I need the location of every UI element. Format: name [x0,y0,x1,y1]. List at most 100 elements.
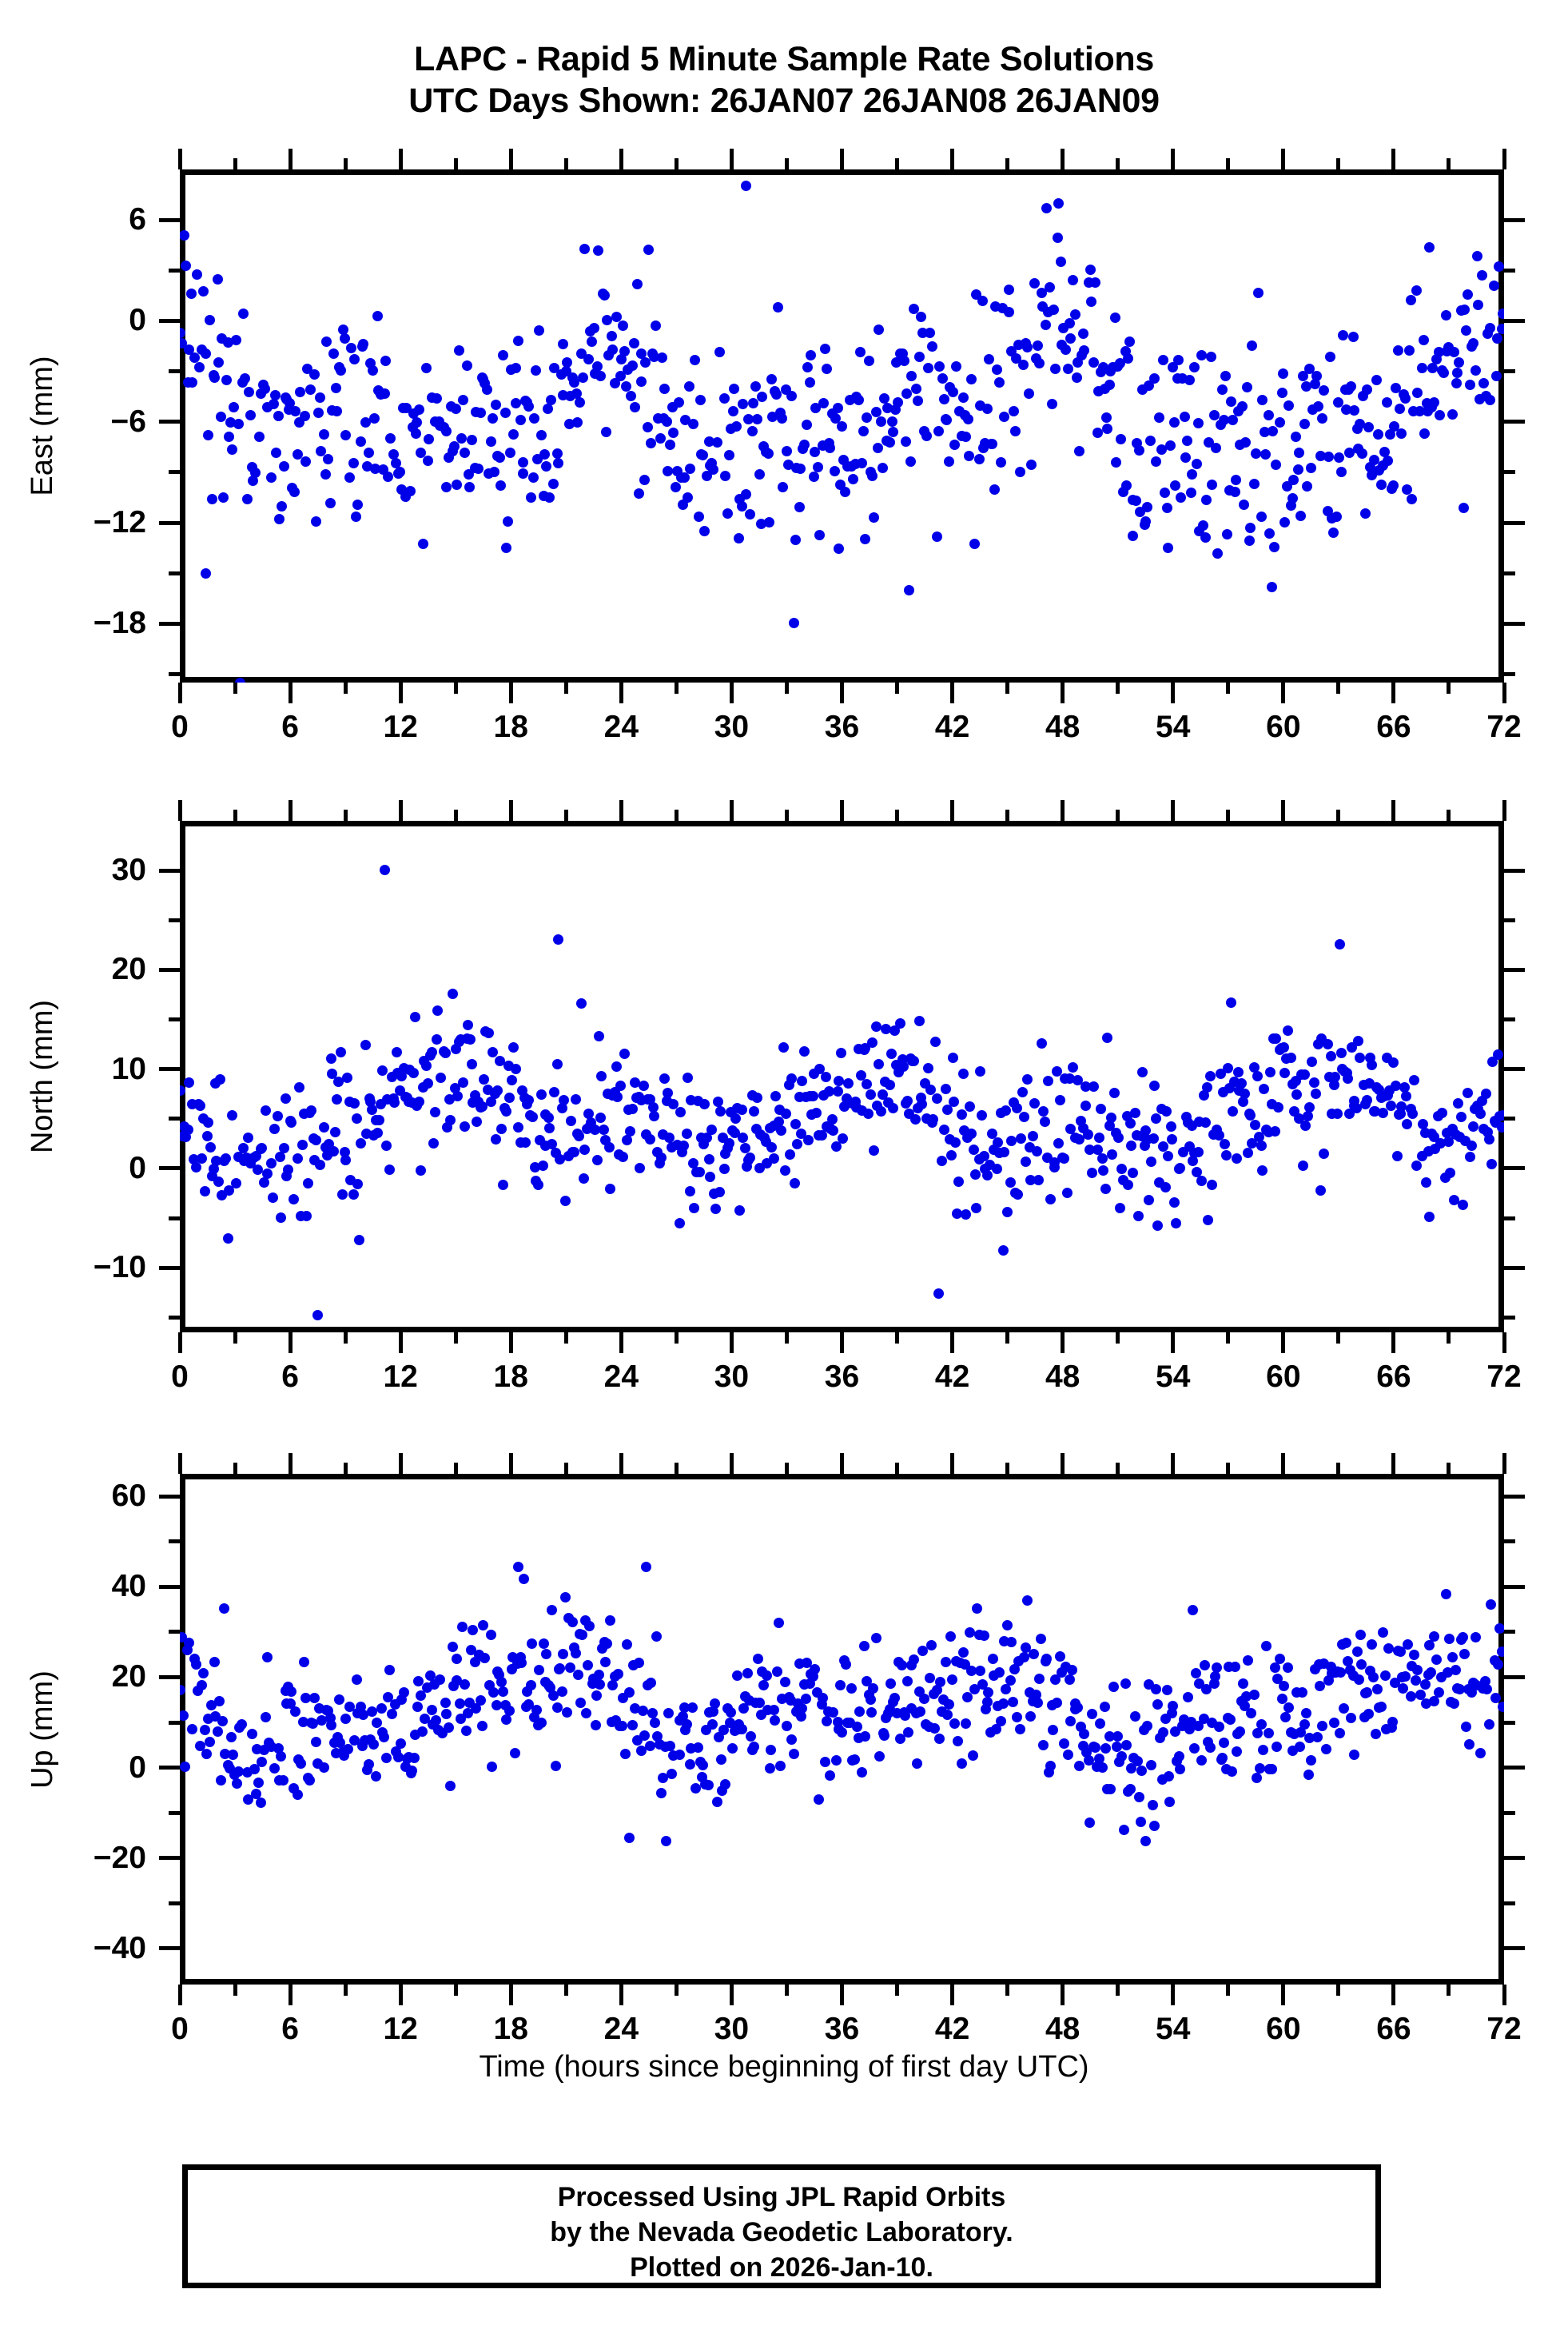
data-point [821,364,832,375]
y-tick-minor-left [169,1901,180,1905]
x-tick-label: 36 [824,2012,860,2046]
y-tick-right [1504,1946,1525,1951]
data-point [1244,535,1255,547]
data-point [1074,1133,1084,1145]
data-point [336,1189,348,1200]
data-point [919,1694,930,1704]
data-point [1112,1132,1124,1143]
chart-title-line2: UTC Days Shown: 26JAN07 26JAN08 26JAN09 [408,82,1160,120]
data-point [1268,425,1279,436]
data-point [825,1770,836,1781]
data-point [311,1736,322,1747]
data-point [1165,1121,1176,1132]
data-point [1306,1057,1317,1068]
data-point [1122,1180,1133,1191]
data-point [293,1082,304,1093]
data-point [445,1115,456,1126]
data-point [855,1070,866,1081]
data-point [1107,1149,1118,1160]
data-point [297,1717,308,1728]
data-point [1003,284,1014,295]
data-point [1111,457,1122,468]
data-point [795,463,806,474]
data-point [1305,463,1316,473]
data-point [1342,1073,1353,1084]
data-point [587,336,598,348]
y-tick-minor-left [169,671,180,676]
data-point [797,1702,808,1714]
data-point [1338,329,1349,340]
x-tick-bottom [1171,1985,1176,2005]
data-point [901,388,912,399]
y-tick-left [159,420,180,424]
data-point [688,1158,699,1169]
data-point [1436,1108,1447,1119]
data-point [853,395,864,406]
data-point [1001,1105,1011,1117]
data-point [768,1153,779,1165]
data-point [213,1176,225,1187]
data-point [1017,1086,1029,1097]
data-point [757,391,768,402]
data-point [441,426,452,437]
x-tick-bottom [1061,1985,1065,2005]
y-tick-label: −40 [93,1930,146,1965]
data-point [802,1134,814,1145]
data-point [1072,1702,1083,1713]
data-point [1260,427,1271,437]
data-point [237,308,249,319]
data-point [1210,442,1221,453]
data-point [1274,1653,1285,1664]
x-tick-label: 72 [1486,2012,1522,2046]
data-point [194,1101,205,1112]
data-point [1298,371,1309,382]
data-point [1015,1724,1026,1735]
data-point [627,1104,638,1114]
data-point [1124,336,1135,348]
data-point [1227,1106,1238,1117]
x-tick-minor-top [343,810,348,821]
data-point [808,471,819,482]
data-point [1040,320,1051,331]
data-point [1409,1649,1420,1660]
x-tick-top [1281,800,1286,821]
data-point [1248,478,1260,489]
data-point [737,398,748,409]
data-point [576,998,587,1009]
data-point [511,362,522,373]
data-point [226,1110,237,1121]
data-point [1101,423,1112,434]
data-point [233,419,244,429]
data-point [1447,408,1458,420]
data-point [357,339,368,350]
data-point [903,1726,914,1738]
data-point [277,501,288,512]
data-point [1321,1743,1332,1754]
data-point [230,1177,241,1188]
data-point [956,1758,967,1770]
data-point [456,1621,468,1632]
data-point [1001,1684,1011,1695]
data-point [1159,487,1170,498]
data-point [679,472,690,483]
x-tick-minor-bottom [1116,1985,1120,1996]
data-point [278,1774,289,1786]
data-point [1054,1651,1065,1662]
data-point [794,502,806,512]
data-point [451,403,462,414]
x-tick-bottom [1061,683,1065,703]
data-point [540,460,551,472]
data-point [1449,346,1460,357]
data-point [1334,452,1345,463]
data-point [1298,1160,1309,1171]
data-point [859,1731,870,1742]
data-point [229,402,240,413]
data-point [783,460,794,471]
x-tick-minor-top [1336,158,1341,169]
data-point [574,1130,585,1141]
x-tick-label: 18 [493,2012,528,2046]
data-point [1128,1168,1139,1178]
data-point [714,347,725,358]
data-point [612,1092,623,1102]
data-point [1205,1071,1216,1082]
